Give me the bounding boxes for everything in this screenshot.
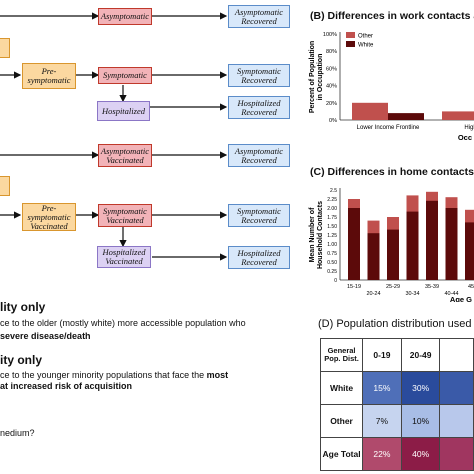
flow-arrows [0,12,228,261]
panel-b-title: (B) Differences in work contacts acc [310,10,474,22]
note-line-1: ce to the older (mostly white) more acce… [0,318,246,328]
y-tick-label: 2.5 [330,188,337,194]
x-tick-label: 30-34 [405,291,419,297]
row-label-age-total: Age Total [319,437,364,471]
table-row: Age Total 22% 40% [319,437,474,471]
panel-c-chart: 0 0.25 0.50 0.75 1.00 1.25 1.50 1.75 2.00 2.25 2.5… [309,188,474,302]
box-symptomatic-recovered-2: Symptomatic Recovered [228,204,290,227]
row-label-white: White [319,371,364,405]
y-tick-label: 2.25 [327,197,337,203]
y-axis-label: Percent of Populationin Occupation [309,41,324,113]
table-header-row: General Pop. Dist. 0-19 20-49 [319,338,474,372]
bar-other [352,102,388,120]
y-tick-label: 0.25 [327,269,337,275]
note-heading-2: ity only [0,353,43,367]
note-line-2: severe disease/death [0,331,91,341]
legend-swatch [346,41,355,47]
compartment-stub [0,38,10,58]
table-header-cell: 0-19 [362,338,402,372]
note-line-5: nedium? [0,428,35,438]
table-cell [439,437,474,471]
y-tick-label: 20% [326,101,337,107]
y-axis-label: Mean Number ofHousehold Contacts [309,201,324,269]
y-tick-label: 0 [334,278,337,284]
x-tick-label: 45 [468,284,474,290]
table-row: White 15% 30% [319,371,474,405]
compartment-stub [0,176,10,196]
row-label-other: Other [319,404,364,438]
y-tick-label: 2.00 [327,206,337,212]
y-tick-label: 0% [329,118,337,124]
x-axis-label: Age G [450,295,472,302]
note-line-4: at increased risk of acquisition [0,381,133,391]
box-symptomatic-vaccinated: Symptomatic Vaccinated [98,204,152,227]
x-tick-label: Higher Inc [464,125,474,131]
y-tick-label: 60% [326,66,337,72]
x-tick-label: 35-39 [425,284,439,290]
table-row: Other 7% 10% [319,404,474,438]
bar-white [465,222,474,280]
bar-white [348,208,360,280]
box-symptomatic: Symptomatic [98,67,152,84]
bar-white [445,208,458,280]
note-line-3-bold: most [206,370,229,380]
table-cell: 15% [362,371,402,405]
panel-d-title: (D) Population distribution used (fr [318,318,474,330]
x-tick-label: 25-29 [386,284,400,290]
y-tick-label: 1.50 [327,224,337,230]
table-cell: 22% [362,437,402,471]
box-asymptomatic-recovered: Asymptomatic Recovered [228,5,290,28]
y-tick-label: 0.75 [327,251,337,257]
box-pre-symptomatic: Pre-symptomatic [22,63,76,89]
table-cell: 7% [362,404,402,438]
box-asymptomatic: Asymptomatic [98,8,152,25]
note-line-3-text: ce to the younger minority populations t… [0,370,205,380]
table-cell [439,371,474,405]
bar-white [426,200,438,280]
box-hospitalized: Hospitalized [97,101,150,121]
table-cell [439,404,474,438]
bar-white [388,113,424,120]
table-header-cell: 20-49 [400,338,441,372]
box-asymptomatic-vaccinated: Asymptomatic Vaccinated [98,144,152,167]
x-tick-label: 15-19 [347,284,361,290]
x-axis-label: Occ [458,133,472,142]
table-header-cell: General Pop. Dist. [319,338,364,372]
legend-label: Other [358,34,373,40]
y-tick-label: 1.00 [327,242,337,248]
x-tick-label: 40-44 [444,291,458,297]
y-tick-label: 1.25 [327,233,337,239]
x-tick-label: Lower Income Frontline [357,125,420,131]
table-cell: 40% [400,437,441,471]
y-tick-label: 40% [326,84,337,90]
box-pre-symptomatic-vaccinated: Pre-symptomatic Vaccinated [22,203,76,231]
population-table: General Pop. Dist. 0-19 20-49 White 15% … [319,338,474,471]
note-heading-1: lity only [0,300,46,314]
table-cell: 10% [400,404,441,438]
panel-b-chart: 0% 20% 40% 60% 80% 100% Percent of Populationi… [309,32,474,142]
note-line-3: ce to the younger minority populations t… [0,370,228,380]
table-header-cell [439,338,474,372]
box-symptomatic-recovered: Symptomatic Recovered [228,64,290,87]
x-tick-label: 20-24 [366,291,380,297]
bar-white [406,211,419,280]
box-hospitalized-vaccinated: Hospitalized Vaccinated [97,246,151,268]
bar-white [387,229,399,280]
box-hospitalized-recovered: Hospitalized Recovered [228,96,290,119]
legend-swatch [346,32,355,38]
bar-white [367,233,380,280]
legend-label: White [358,43,374,49]
y-tick-label: 1.75 [327,215,337,221]
panel-c-title: (C) Differences in home contacts acc [310,166,474,178]
y-tick-label: 80% [326,49,337,55]
box-asymptomatic-recovered-2: Asymptomatic Recovered [228,144,290,167]
box-hospitalized-recovered-2: Hospitalized Recovered [228,246,290,269]
bar-other [442,111,474,120]
table-cell: 30% [400,371,441,405]
y-tick-label: 100% [323,32,337,38]
y-tick-label: 0.50 [327,260,337,266]
